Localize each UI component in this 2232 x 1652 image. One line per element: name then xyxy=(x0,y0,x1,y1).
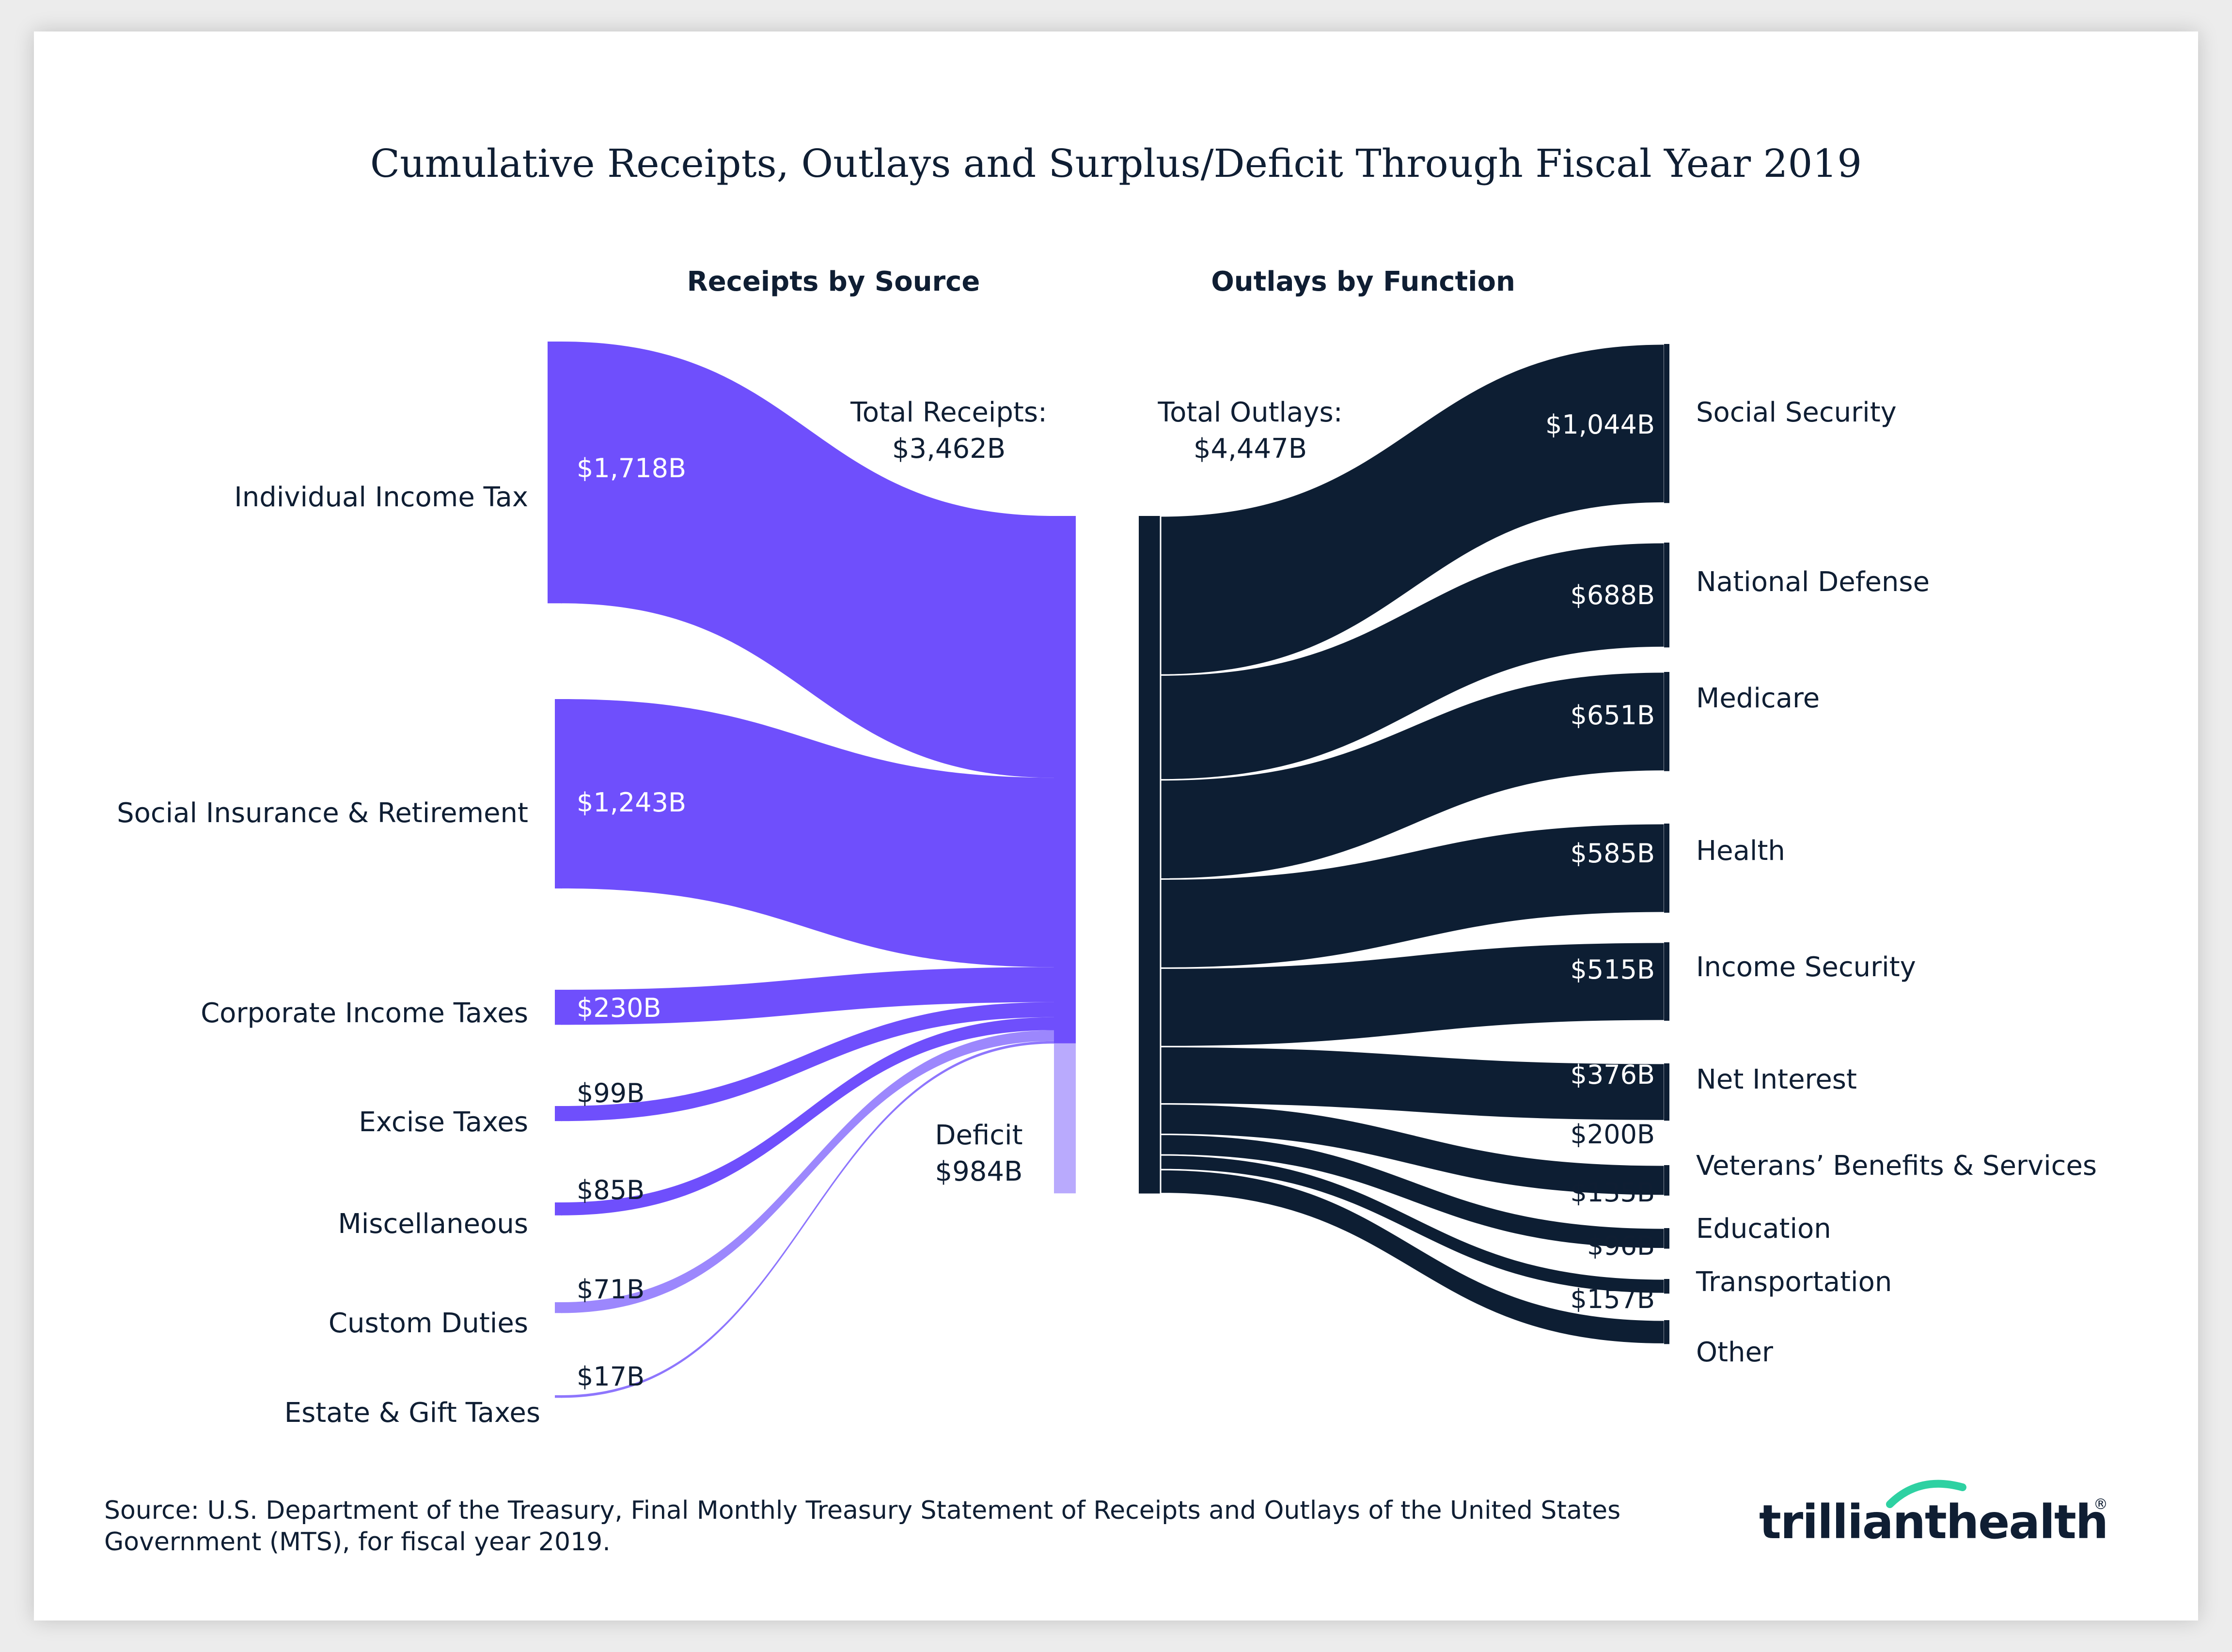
deficit-bar xyxy=(1054,1043,1076,1194)
outlay-flow-medicare xyxy=(1160,671,1666,880)
outlay-node-other xyxy=(1664,1320,1669,1344)
receipt-value-individual-income-tax: $1,718B xyxy=(577,453,686,483)
source-line-2: Government (MTS), for fiscal year 2019. xyxy=(104,1527,611,1557)
logo-text: trillianthealth xyxy=(1759,1495,2107,1549)
outlay-label-health: Health xyxy=(1696,835,1785,867)
receipt-flow-individual-income-tax xyxy=(561,342,1054,778)
receipts-total-bar xyxy=(1054,516,1076,1044)
receipt-node-corporate-income-taxes xyxy=(555,990,562,1025)
chart-card: Cumulative Receipts, Outlays and Surplus… xyxy=(34,31,2198,1621)
outlay-label-income-security: Income Security xyxy=(1696,951,1916,983)
outlay-label-net-interest: Net Interest xyxy=(1696,1064,1857,1095)
total-outlays-label: Total Outlays: xyxy=(1157,397,1342,428)
receipt-flow-social-insurance-retirement xyxy=(561,699,1054,967)
receipt-flow-custom-duties xyxy=(561,1030,1054,1313)
logo-swoosh-icon xyxy=(1886,1480,1966,1508)
outlay-label-transportation: Transportation xyxy=(1696,1266,1892,1298)
outlay-node-net-interest xyxy=(1664,1063,1669,1121)
deficit-value: $984B xyxy=(935,1156,1023,1187)
outlay-label-other: Other xyxy=(1696,1337,1774,1368)
outlay-label-national-defense: National Defense xyxy=(1696,566,1930,598)
outlays-heading: Outlays by Function xyxy=(1211,266,1515,297)
outlay-label-education: Education xyxy=(1696,1213,1831,1245)
receipt-label-corporate-income-taxes: Corporate Income Taxes xyxy=(201,997,528,1029)
receipt-node-miscellaneous xyxy=(555,1202,562,1216)
label-layer: $1,718B Individual Income Tax $1,243B Socia… xyxy=(117,397,2097,1429)
receipt-value-corporate-income-taxes: $230B xyxy=(577,993,661,1023)
outlay-label-veterans-benefits-services: Veterans’ Benefits & Services xyxy=(1696,1150,2097,1182)
source-line-1: Source: U.S. Department of the Treasury,… xyxy=(104,1496,1620,1525)
outlay-value-income-security: $515B xyxy=(1571,954,1655,985)
receipt-label-excise-taxes: Excise Taxes xyxy=(359,1107,528,1138)
outlay-value-transportation: $96B xyxy=(1587,1231,1655,1261)
outlays-total-bar xyxy=(1139,516,1161,1194)
outlay-value-health: $585B xyxy=(1571,838,1655,869)
outlay-value-social-security: $1,044B xyxy=(1545,409,1655,440)
outlay-node-veterans-benefits-services xyxy=(1664,1165,1669,1196)
outlay-node-education xyxy=(1664,1228,1669,1249)
logo-part-2: health xyxy=(1946,1495,2107,1549)
outlay-value-net-interest: $376B xyxy=(1571,1060,1655,1090)
total-receipts-value: $3,462B xyxy=(892,433,1006,465)
outlay-value-other: $157B xyxy=(1571,1284,1655,1314)
receipt-node-individual-income-tax xyxy=(548,342,562,604)
total-outlays-value: $4,447B xyxy=(1194,433,1307,465)
outlay-flow-income-security xyxy=(1160,941,1666,1047)
receipt-flow-estate-gift-taxes xyxy=(561,1041,1054,1398)
receipt-flow-corporate-income-taxes xyxy=(561,967,1054,1025)
logo-part-1: trilliant xyxy=(1759,1495,1946,1549)
receipt-value-excise-taxes: $99B xyxy=(577,1078,644,1108)
outlay-node-medicare xyxy=(1664,672,1669,771)
outlay-label-medicare: Medicare xyxy=(1696,683,1820,714)
flow-layer xyxy=(548,342,1669,1398)
receipt-flow-miscellaneous xyxy=(561,1017,1054,1216)
receipt-flow-excise-taxes xyxy=(561,1002,1054,1122)
outlay-node-income-security xyxy=(1664,942,1669,1021)
chart-title: Cumulative Receipts, Outlays and Surplus… xyxy=(370,141,1862,186)
outlay-value-education: $135B xyxy=(1571,1177,1655,1208)
receipt-node-custom-duties xyxy=(555,1302,562,1313)
outlay-flow-other xyxy=(1160,1169,1666,1345)
logo-registered-mark: ® xyxy=(2093,1496,2108,1513)
receipts-heading: Receipts by Source xyxy=(687,266,980,297)
receipt-label-social-insurance-retirement: Social Insurance & Retirement xyxy=(117,797,528,829)
outlay-node-health xyxy=(1664,824,1669,913)
receipt-value-social-insurance-retirement: $1,243B xyxy=(577,787,686,818)
receipt-label-miscellaneous: Miscellaneous xyxy=(338,1208,528,1240)
outlay-value-medicare: $651B xyxy=(1571,700,1655,731)
receipt-value-custom-duties: $71B xyxy=(577,1274,644,1305)
outlay-value-national-defense: $688B xyxy=(1571,580,1655,610)
receipt-node-social-insurance-retirement xyxy=(555,699,562,888)
trilliant-health-logo: trillianthealth ® xyxy=(1759,1480,2108,1549)
receipt-node-estate-gift-taxes xyxy=(555,1395,562,1398)
outlay-label-social-security: Social Security xyxy=(1696,397,1897,428)
receipt-label-custom-duties: Custom Duties xyxy=(329,1308,528,1339)
outlay-value-veterans-benefits-services: $200B xyxy=(1571,1119,1655,1150)
outlay-flow-education xyxy=(1160,1134,1666,1249)
receipt-value-miscellaneous: $85B xyxy=(577,1175,644,1205)
outlay-node-transportation xyxy=(1664,1279,1669,1294)
deficit-label: Deficit xyxy=(935,1120,1022,1151)
outlay-flow-national-defense xyxy=(1160,542,1666,781)
receipt-value-estate-gift-taxes: $17B xyxy=(577,1361,644,1392)
receipt-label-individual-income-tax: Individual Income Tax xyxy=(234,482,528,513)
receipt-label-estate-gift-taxes: Estate & Gift Taxes xyxy=(284,1397,540,1429)
sankey-chart: Cumulative Receipts, Outlays and Surplus… xyxy=(104,141,2108,1557)
receipt-node-excise-taxes xyxy=(555,1106,562,1122)
outlay-node-social-security xyxy=(1664,344,1669,503)
outlay-node-national-defense xyxy=(1664,543,1669,648)
total-receipts-label: Total Receipts: xyxy=(850,397,1047,428)
